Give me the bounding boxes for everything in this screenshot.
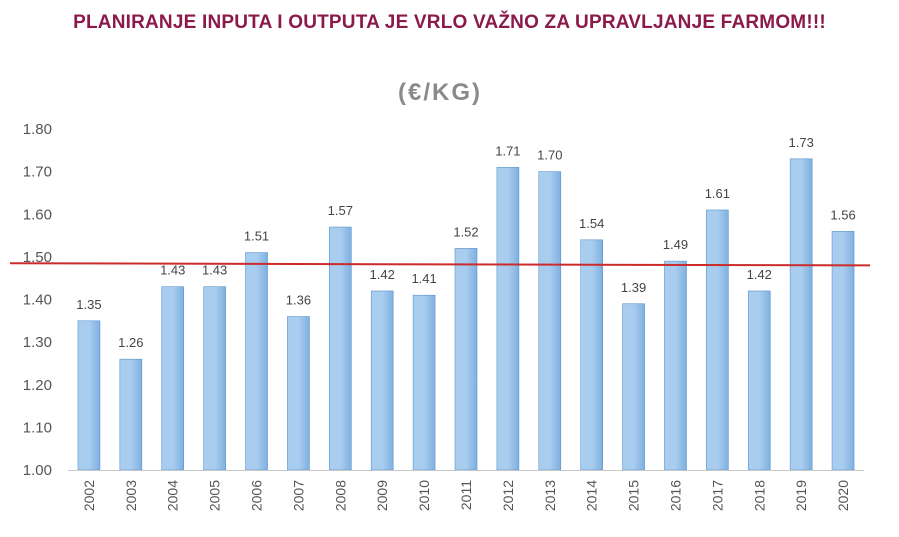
data-label: 1.39	[621, 280, 646, 295]
bar-2007	[287, 316, 310, 471]
bar-2016	[664, 260, 687, 471]
x-tick-label: 2011	[458, 480, 474, 510]
data-label: 1.61	[705, 186, 730, 201]
x-tick-label: 2017	[709, 480, 725, 511]
bar-2017	[706, 209, 729, 471]
reference-line	[9, 262, 871, 267]
x-tick-label: 2010	[416, 480, 432, 511]
bar-2003	[119, 358, 143, 471]
data-label: 1.43	[202, 263, 227, 278]
bar-2009	[370, 290, 394, 471]
bar-2013	[538, 171, 562, 471]
x-tick-label: 2014	[584, 480, 600, 511]
bar-2006	[245, 252, 268, 471]
chart-title: (€/KG)	[398, 79, 482, 106]
y-tick-label: 1.10	[23, 419, 52, 436]
y-tick-label: 1.20	[23, 377, 52, 394]
bar-2012	[496, 167, 520, 471]
x-tick-label: 2020	[835, 480, 851, 511]
data-label: 1.73	[789, 135, 814, 150]
x-tick-label: 2005	[207, 480, 223, 511]
bar-2020	[831, 231, 855, 471]
y-tick-label: 1.70	[23, 164, 52, 181]
bar-2005	[203, 286, 226, 471]
page-banner: PLANIRANJE INPUTA I OUTPUTA JE VRLO VAŽN…	[73, 12, 826, 33]
data-label: 1.35	[76, 297, 101, 312]
x-tick-label: 2013	[542, 480, 558, 511]
bar-2002	[77, 320, 101, 471]
data-label: 1.70	[537, 148, 562, 163]
data-label: 1.49	[663, 237, 688, 252]
x-tick-label: 2012	[500, 480, 516, 511]
data-label: 1.36	[286, 293, 311, 308]
x-tick-label: 2004	[165, 480, 181, 511]
data-label: 1.52	[453, 224, 478, 239]
x-tick-label: 2019	[793, 480, 809, 511]
x-tick-label: 2003	[123, 480, 139, 511]
x-tick-label: 2002	[81, 480, 97, 511]
y-tick-label: 1.50	[23, 249, 52, 266]
y-tick-label: 1.40	[23, 292, 52, 309]
data-label: 1.26	[118, 335, 143, 350]
y-tick-label: 1.00	[23, 462, 52, 479]
bar-2004	[161, 286, 185, 471]
data-label: 1.51	[244, 229, 269, 244]
bar-2015	[622, 303, 645, 471]
data-labels: 1.35 1.26 1.43 1.43 1.51 1.36 1.57 1.42 1.41 1.52…	[76, 135, 855, 350]
data-label: 1.41	[411, 271, 436, 286]
bar-2011	[454, 248, 478, 471]
bar-2019	[789, 158, 813, 471]
bars	[77, 158, 855, 471]
bar-2010	[412, 294, 436, 471]
data-label: 1.43	[160, 263, 185, 278]
x-tick-label: 2015	[626, 480, 642, 511]
bar-2014	[580, 239, 603, 471]
x-tick-label: 2009	[374, 480, 390, 511]
data-label: 1.71	[495, 143, 520, 158]
data-label: 1.42	[370, 267, 395, 282]
y-tick-label: 1.80	[23, 121, 52, 138]
x-tick-label: 2007	[290, 480, 306, 511]
x-tick-label: 2008	[332, 480, 348, 511]
y-tick-label: 1.60	[23, 206, 52, 223]
bar-2018	[747, 290, 771, 471]
data-label: 1.57	[328, 203, 353, 218]
data-label: 1.42	[747, 267, 772, 282]
x-axis: 2002 2003 2004 2005 2006 2007 2008 2009 2010 2011…	[68, 470, 864, 511]
x-tick-label: 2018	[751, 480, 767, 511]
y-tick-label: 1.30	[23, 334, 52, 351]
data-label: 1.56	[830, 207, 855, 222]
x-tick-label: 2006	[249, 480, 265, 511]
x-tick-label: 2016	[667, 480, 683, 511]
y-axis: 1.00 1.10 1.20 1.30 1.40 1.50 1.60 1.70 1.80	[23, 121, 52, 479]
data-label: 1.54	[579, 216, 604, 231]
